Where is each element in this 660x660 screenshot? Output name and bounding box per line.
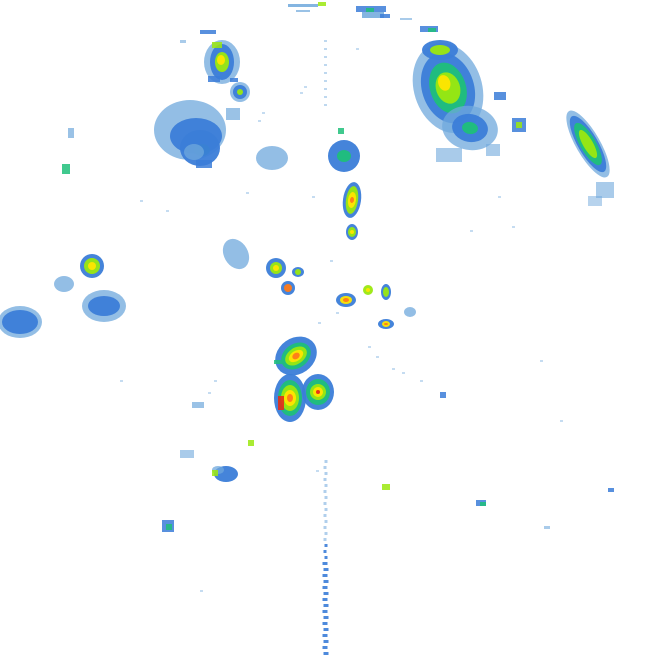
echo-cell-far-west-cell [0, 306, 42, 338]
faint-echo-layer [120, 48, 563, 592]
echo-cell-east-line [566, 110, 614, 206]
beam-artifact-layer [322, 40, 329, 655]
echo-cell-nw-cluster [154, 40, 250, 168]
beam-artifact-south [322, 40, 329, 655]
echo-cell-south-scatter [162, 392, 614, 532]
echo-cell-central-line [336, 182, 416, 329]
echo-cell-ne-cluster [412, 40, 526, 162]
faint-clutter [120, 48, 563, 592]
echo-cell-central-storm-complex [274, 336, 334, 422]
echo-cell-layer [0, 2, 614, 532]
echo-cell-north-strip [180, 2, 438, 43]
echo-cell-west-cells [54, 128, 304, 322]
echo-cell-north-central-cell [256, 128, 360, 172]
